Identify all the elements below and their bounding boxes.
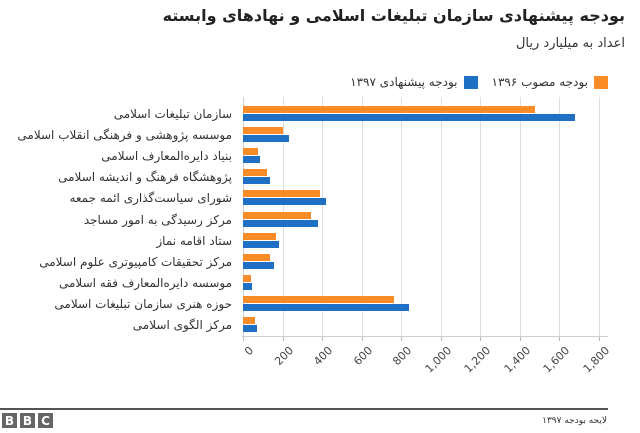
category-label: مرکز تحقیقات کامپیوتری علوم اسلامی — [39, 254, 232, 269]
x-axis-line — [242, 336, 608, 337]
gridline — [480, 97, 481, 336]
bar-proposed-1397 — [243, 325, 258, 332]
bar-proposed-1397 — [243, 135, 290, 143]
x-tick-label: 1,400 — [501, 344, 534, 376]
bar-approved-1396 — [243, 295, 394, 303]
x-tick-label: 1,000 — [422, 344, 455, 376]
axis-tick — [362, 336, 363, 341]
x-tick-label: 1,200 — [461, 344, 494, 376]
legend-item-approved-1396: بودجه مصوب ۱۳۹۶ — [492, 75, 608, 89]
bbc-logo: B B C — [2, 413, 53, 428]
chart-row: شورای سیاست‌گذاری ائمه جمعه — [0, 190, 640, 211]
category-label: شورای سیاست‌گذاری ائمه جمعه — [69, 191, 232, 206]
axis-tick — [401, 336, 402, 341]
legend-label: بودجه پیشنهادی ۱۳۹۷ — [350, 75, 458, 89]
legend-item-proposed-1397: بودجه پیشنهادی ۱۳۹۷ — [350, 75, 478, 89]
chart-row: مرکز تحقیقات کامپیوتری علوم اسلامی — [0, 253, 640, 275]
legend-swatch-orange — [594, 75, 608, 89]
axis-tick — [322, 336, 323, 341]
bar-proposed-1397 — [243, 156, 261, 164]
category-label: حوزه هنری سازمان تبلیغات اسلامی — [54, 296, 232, 311]
category-label: بنیاد دایره‌المعارف اسلامی — [101, 149, 232, 164]
bar-proposed-1397 — [243, 282, 253, 290]
category-label: پژوهشگاه فرهنگ و اندیشه اسلامی — [58, 170, 232, 185]
gridline — [520, 97, 521, 336]
axis-tick — [599, 336, 600, 341]
category-label: موسسه دایره‌المعارف فقه اسلامی — [58, 275, 232, 290]
bar-approved-1396 — [243, 148, 259, 156]
bar-approved-1396 — [243, 253, 271, 261]
bar-approved-1396 — [243, 274, 252, 282]
axis-tick — [480, 336, 481, 341]
bar-proposed-1397 — [243, 303, 410, 311]
chart-row: موسسه دایره‌المعارف فقه اسلامی — [0, 274, 640, 296]
bar-proposed-1397 — [243, 177, 270, 185]
category-label: مرکز الگوی اسلامی — [132, 318, 232, 332]
gridline — [401, 97, 402, 336]
bar-approved-1396 — [243, 106, 536, 113]
category-label: مرکز رسیدگی به امور مساجد — [83, 212, 232, 227]
legend-label: بودجه مصوب ۱۳۹۶ — [491, 75, 588, 89]
bar-approved-1396 — [243, 317, 256, 324]
logo-letter: B — [20, 413, 35, 428]
category-label: موسسه پژوهشی و فرهنگی انقلاب اسلامی — [17, 128, 232, 143]
chart-row: سازمان تبلیغات اسلامی — [0, 106, 640, 127]
x-tick-label: 400 — [311, 344, 336, 369]
chart-row: ستاد اقامه نماز — [0, 232, 640, 254]
chart-row: بنیاد دایره‌المعارف اسلامی — [0, 148, 640, 169]
chart-row: حوزه هنری سازمان تبلیغات اسلامی — [0, 295, 640, 317]
chart-title: بودجه پیشنهادی سازمان تبلیغات اسلامی و ن… — [162, 6, 625, 25]
chart-subtitle: اعداد به میلیارد ریال — [515, 36, 625, 51]
gridline — [322, 97, 323, 336]
footer-divider — [0, 408, 608, 410]
bar-proposed-1397 — [243, 114, 576, 121]
logo-letter: C — [38, 413, 53, 428]
axis-tick — [283, 336, 284, 341]
bar-proposed-1397 — [243, 219, 319, 227]
bar-approved-1396 — [243, 232, 277, 240]
gridline — [559, 97, 560, 336]
x-tick-label: 1,800 — [580, 344, 613, 376]
bar-approved-1396 — [243, 190, 320, 198]
chart-row: مرکز الگوی اسلامی — [0, 317, 640, 338]
source-note: لایحه بودجه ۱۳۹۷ — [542, 416, 607, 426]
bar-chart: 0 200 400 600 800 1,000 1,200 1,400 1,600 1,800 سا… — [0, 97, 640, 376]
chart-row: موسسه پژوهشی و فرهنگی انقلاب اسلامی — [0, 127, 640, 148]
axis-tick — [520, 336, 521, 341]
legend-swatch-blue — [463, 75, 478, 89]
logo-letter: B — [2, 413, 17, 428]
bar-approved-1396 — [243, 127, 283, 135]
axis-tick — [243, 336, 244, 341]
gridline — [599, 97, 600, 336]
x-tick-label: 0 — [242, 344, 257, 359]
x-tick-label: 600 — [351, 344, 376, 369]
category-label: سازمان تبلیغات اسلامی — [113, 107, 232, 121]
bar-approved-1396 — [243, 169, 267, 177]
gridline — [441, 97, 442, 336]
legend: بودجه مصوب ۱۳۹۶ بودجه پیشنهادی ۱۳۹۷ — [350, 74, 608, 90]
category-label: ستاد اقامه نماز — [156, 233, 232, 248]
chart-row: پژوهشگاه فرهنگ و اندیشه اسلامی — [0, 169, 640, 190]
bar-proposed-1397 — [243, 261, 274, 269]
bar-approved-1396 — [243, 211, 311, 219]
axis-tick — [559, 336, 560, 341]
x-tick-label: 1,600 — [540, 344, 573, 376]
axis-tick — [441, 336, 442, 341]
chart-row: مرکز رسیدگی به امور مساجد — [0, 211, 640, 233]
x-tick-label: 200 — [272, 344, 297, 369]
x-tick-label: 800 — [390, 344, 415, 369]
gridline — [362, 97, 363, 336]
bar-proposed-1397 — [243, 240, 279, 248]
bar-proposed-1397 — [243, 198, 326, 206]
